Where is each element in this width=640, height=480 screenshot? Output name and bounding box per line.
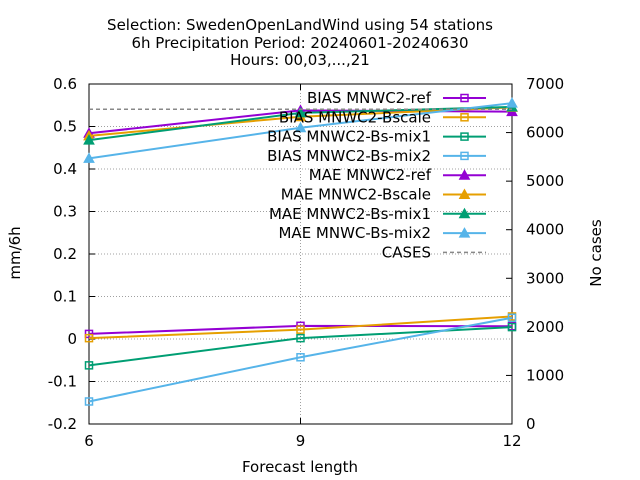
data-point (83, 152, 95, 163)
data-point (84, 333, 94, 343)
y2-tick-label: 0 (526, 415, 536, 433)
data-point (296, 325, 305, 334)
legend-label: MAE MNWC2-Bs-mix1 (269, 205, 431, 223)
legend-marker (460, 93, 469, 103)
y-tick-label: -0.2 (48, 415, 77, 433)
data-point (296, 353, 305, 362)
legend-entry: BIAS MNWC2-Bscale (279, 108, 486, 126)
series-line (88, 316, 513, 403)
legend-entry: MAE MNWC2-ref (309, 166, 486, 184)
legend-label: MAE MNWC2-Bscale (281, 186, 431, 204)
legend-marker (458, 227, 471, 238)
series-bias-mnwc2-bs-mix2 (84, 313, 517, 406)
y-tick-label: 0.3 (53, 203, 77, 221)
y-tick-label: 0.6 (53, 75, 77, 93)
y-tick-label: 0.1 (53, 288, 77, 306)
x-tick-label: 6 (84, 432, 94, 450)
legend-label: CASES (382, 243, 431, 261)
legend-entry: MAE MNWC2-Bscale (281, 186, 486, 204)
y2-tick-label: 1000 (526, 366, 564, 384)
legend-entry: BIAS MNWC2-Bs-mix1 (267, 128, 486, 146)
y2-tick-label: 4000 (526, 221, 564, 239)
data-point (84, 361, 94, 370)
data-point (296, 333, 305, 343)
data-point (294, 106, 307, 118)
legend-label: BIAS MNWC2-Bscale (279, 108, 431, 126)
legend-label: BIAS MNWC2-Bs-mix2 (267, 147, 431, 165)
legend-label: MAE MNWC2-ref (309, 166, 432, 184)
title-line-3: Hours: 00,03,...,21 (230, 51, 370, 69)
y-tick-label: 0 (67, 330, 77, 348)
x-tick-label: 12 (502, 432, 521, 450)
series-mae-mnwc-bs-mix2 (83, 97, 518, 163)
chart-title: Selection: SwedenOpenLandWind using 54 s… (107, 16, 493, 69)
series-group (83, 97, 518, 406)
y2-tick-label: 6000 (526, 124, 564, 142)
y-tick-label: 0.4 (53, 160, 77, 178)
data-point (294, 121, 307, 133)
legend-label: BIAS MNWC2-Bs-mix1 (267, 128, 431, 146)
title-line-2: 6h Precipitation Period: 20240601-202406… (131, 34, 468, 52)
y2-tick-label: 3000 (526, 269, 564, 287)
axes: -0.2 -0.1 0 0.1 0.2 0.3 0.4 0.5 0.6 6 9 12 0 1000 2000… (48, 75, 564, 450)
y-tick-label: 0.2 (53, 245, 77, 263)
y-tick-label: -0.1 (48, 373, 77, 391)
y2-axis-label: No cases (587, 219, 605, 287)
legend-entry: MAE MNWC2-Bs-mix1 (269, 205, 486, 223)
legend-entry: MAE MNWC-Bs-mix2 (278, 224, 486, 242)
legend-entry: CASES (382, 243, 486, 261)
y-tick-label: 0.5 (53, 118, 77, 136)
legend-marker (460, 132, 469, 141)
y2-tick-label: 2000 (526, 318, 564, 336)
y2-tick-label: 5000 (526, 172, 564, 190)
data-point (84, 397, 94, 406)
x-axis-label: Forecast length (242, 458, 358, 476)
legend-entry: BIAS MNWC2-ref (307, 89, 486, 107)
legend-entry: BIAS MNWC2-Bs-mix2 (267, 147, 486, 165)
title-line-1: Selection: SwedenOpenLandWind using 54 s… (107, 16, 493, 34)
x-tick-label: 9 (296, 432, 306, 450)
legend-marker (460, 113, 469, 122)
y2-tick-label: 7000 (526, 75, 564, 93)
data-point (507, 322, 517, 332)
data-point (83, 134, 95, 145)
data-point (506, 97, 518, 108)
legend-marker (458, 188, 471, 199)
legend-marker (458, 169, 471, 180)
legend-marker (460, 151, 469, 161)
y-axis-label: mm/6h (6, 226, 24, 279)
legend-marker (458, 207, 471, 219)
legend-label: MAE MNWC-Bs-mix2 (278, 224, 431, 242)
series-line (88, 315, 513, 340)
legend-label: BIAS MNWC2-ref (307, 89, 432, 107)
data-point (507, 313, 517, 322)
plot-frame (88, 83, 513, 425)
